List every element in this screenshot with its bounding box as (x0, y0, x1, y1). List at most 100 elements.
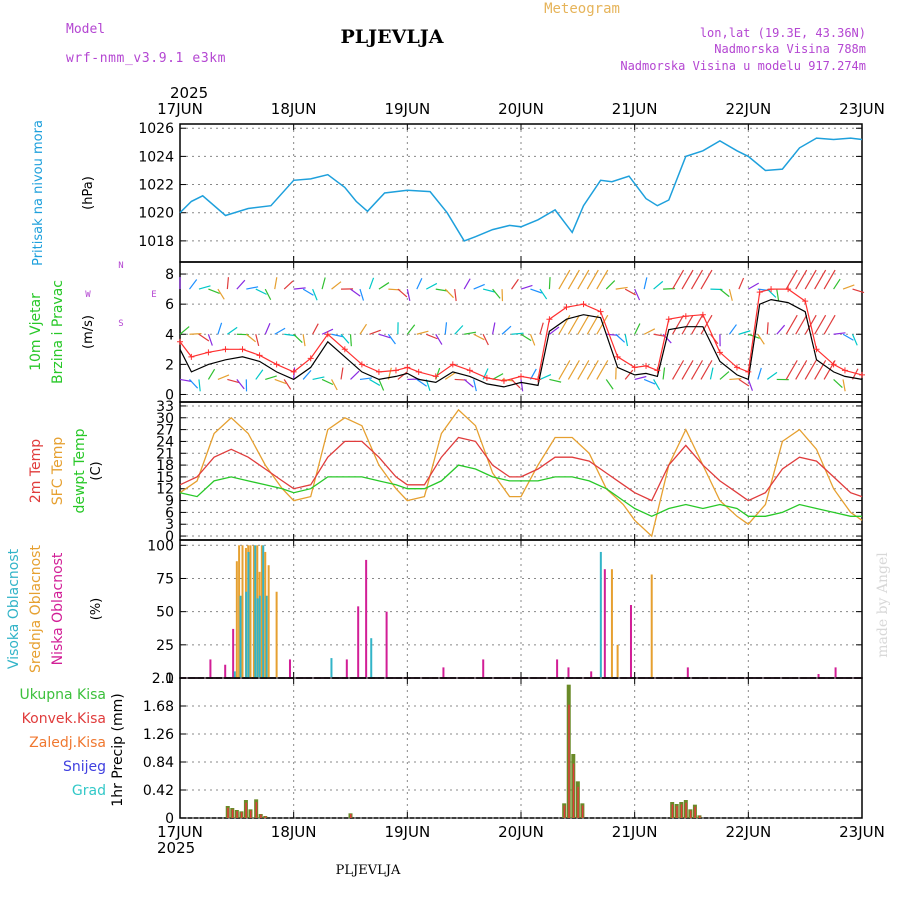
wind-arrow (227, 326, 238, 335)
wind-arrow (359, 377, 372, 381)
wind-arrow (397, 371, 408, 380)
wind-arrow (501, 325, 512, 335)
year-bottom: 2025 (157, 839, 195, 857)
x-tick-label-top: 18JUN (271, 100, 317, 118)
gust-marker (756, 289, 763, 296)
sfc-temp-line (179, 408, 863, 538)
wind-arrow (823, 314, 836, 335)
y-tick-label: 75 (156, 571, 174, 587)
cloud-bar (610, 569, 613, 678)
wind-arrow (463, 378, 474, 388)
gust-marker (518, 373, 524, 380)
wind-arrow (302, 334, 306, 347)
cloud-bar (345, 659, 348, 678)
gust-marker (358, 361, 365, 368)
precip-conv-bar (227, 807, 229, 818)
plot-area: 17JUN 17JUN 18JUN 18JUN 19JUN 19JUN 20JUN 20JUN… (138, 100, 885, 841)
station-title: PLJEVLJA (341, 26, 444, 48)
wind-arrow (700, 314, 713, 335)
precip-conv-bar (694, 806, 696, 818)
wind-arrow (359, 288, 365, 301)
wind-arrow (757, 367, 762, 380)
wind-arrow (728, 324, 737, 335)
wind-arrow (719, 371, 730, 380)
wind-arrow (312, 288, 318, 301)
wind-arrow (653, 280, 664, 290)
wind-arrow (842, 379, 846, 392)
y-tick-label: 6 (165, 505, 174, 521)
y-tick-label: 18 (156, 458, 174, 474)
wind-arrow (378, 282, 390, 290)
cloud-bar (260, 545, 263, 678)
wind-arrow (482, 288, 495, 293)
gust-marker (716, 349, 723, 356)
wind-arrow (236, 279, 246, 290)
precip-conv-bar (245, 802, 247, 818)
wind-arrow (567, 269, 580, 290)
y-tick-label: 8 (165, 267, 174, 283)
wind-axis-subtitle: Brzina i Pravac (50, 280, 66, 384)
precip-legend-entry: Konvek.Kisa (22, 711, 106, 727)
gust-marker (256, 352, 263, 359)
wind-arrow (643, 328, 656, 335)
side-labels: Pritisak na nivou mora (hPa) 10m Vjetar Brz… (6, 120, 157, 807)
cloud-bar (603, 569, 606, 678)
precip-conv-bar (236, 811, 238, 818)
wind-arrow (283, 280, 294, 290)
wind-arrow (226, 277, 230, 290)
wind-arrow (463, 278, 471, 290)
cloud-bar (256, 598, 259, 678)
wind-arrow (586, 269, 599, 290)
gust-marker (404, 364, 411, 371)
precip-conv-bar (577, 786, 579, 818)
precip-conv-bar (671, 804, 674, 818)
wind-arrow (255, 288, 267, 295)
panel-frame (179, 539, 863, 679)
precip-conv-bar (676, 806, 678, 818)
y-tick-label: 21 (156, 446, 174, 462)
wind-arrow (283, 379, 292, 390)
gust-marker (631, 364, 638, 371)
cloud-bar (556, 659, 559, 678)
wind-unit: (m/s) (81, 315, 96, 349)
compass-label: N (118, 261, 123, 271)
gust-marker (597, 308, 604, 315)
wind-arrow (586, 360, 599, 380)
wind-arrow (785, 360, 798, 380)
gust-marker (682, 313, 689, 320)
x-tick-label-top: 21JUN (612, 100, 658, 118)
compass-label: E (151, 290, 156, 300)
wind-arrow (444, 288, 454, 299)
wind-arrow (690, 360, 704, 380)
wind-arrow (634, 323, 641, 335)
wind-arrow (785, 269, 798, 290)
wind-arrow (321, 378, 334, 386)
wind-arrow (387, 333, 396, 345)
cloud-bar (224, 664, 227, 678)
y-tick-label: 1022 (138, 178, 174, 194)
wind-arrow (634, 288, 641, 301)
y-tick-label: 27 (156, 423, 174, 439)
wind-arrow (255, 369, 264, 380)
wind-arrow (369, 378, 381, 386)
gust-marker (188, 353, 195, 360)
cloud-bar (365, 559, 368, 678)
wind-arrow (312, 323, 319, 335)
wind-arrow (766, 371, 778, 380)
cloud-bar (330, 658, 333, 678)
model-elevation-label: Nadmorska Visina u modelu 917.274m (620, 59, 866, 73)
gust-marker (500, 377, 507, 384)
precip-conv-bar (685, 802, 687, 818)
wind-arrow (520, 333, 532, 342)
gust-marker (273, 361, 280, 368)
wind-arrow (454, 325, 464, 335)
cloud-bar (385, 611, 388, 678)
y-tick-label: 25 (156, 638, 174, 654)
precip-conv-bar (231, 809, 234, 818)
wind-arrow (672, 269, 685, 290)
cloud-bar (239, 595, 242, 678)
high-cloud-axis-title: Visoka Oblacnost (6, 548, 22, 669)
gust-marker (205, 349, 212, 356)
cloud-bar (616, 644, 619, 678)
y-tick-label: 0 (165, 529, 174, 545)
